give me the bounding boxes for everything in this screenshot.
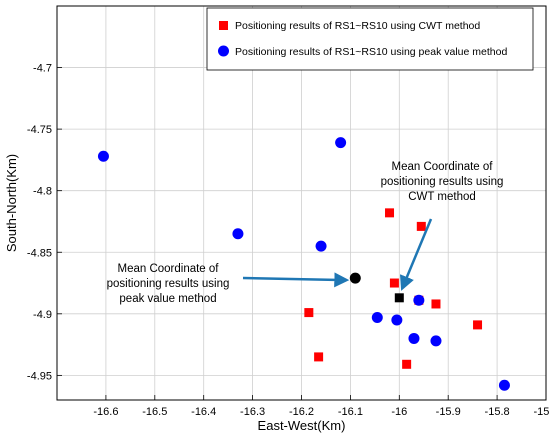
plot-frame [56,5,547,401]
cwt-point [389,278,399,288]
y-tick-label: -4.8 [33,186,52,198]
grid [57,6,547,400]
annotation-arrow [242,272,350,288]
legend-label-peak: Positioning results of RS1~RS10 using pe… [235,46,507,58]
cwt-point [385,208,395,218]
peak-point [232,228,244,240]
annotation-text-line: CWT method [408,191,476,203]
peak-point [408,332,420,344]
cwt-point [314,352,324,362]
x-tick-label: -16 [391,406,407,418]
data-markers [97,137,510,391]
annotation-text-line: peak value method [119,293,216,305]
x-tick-label: -15.8 [485,406,510,418]
x-tick-label: -16.5 [142,406,167,418]
legend-marker-peak [218,45,229,57]
y-tick-label: -4.75 [27,124,52,136]
x-axis-title: East-West(Km) [258,418,346,433]
x-tick-label: -16.1 [338,406,363,418]
peak-point [315,240,327,252]
cwt-point [402,359,412,369]
peak-point [371,312,383,324]
peak-point [413,294,425,306]
legend: Positioning results of RS1~RS10 using CW… [206,7,534,71]
tick-labels: -16.6 -16.5 -16.4 -16.3 -16.2 -16.1 -16 -15.9 -1… [27,63,550,418]
y-axis-title: South-North(Km) [4,154,19,252]
peak-point [391,314,403,326]
cwt-point [431,299,441,309]
x-tick-label: -16.2 [289,406,314,418]
y-tick-label: -4.9 [33,309,52,321]
x-tick-label: -15.9 [436,406,461,418]
y-tick-label: -4.95 [27,370,52,382]
cwt-point [416,221,426,231]
x-tick-label: -15.7 [533,406,550,418]
peak-point [430,335,442,347]
y-tick-label: -4.7 [33,63,52,75]
annotation-text-line: Mean Coordinate of [391,161,493,173]
x-tick-label: -16.4 [191,406,216,418]
annotation-text-line: positioning results using [381,176,504,188]
legend-box [206,7,534,71]
annotation-text-line: positioning results using [107,278,230,290]
peak-point [498,379,510,391]
x-tick-label: -16.6 [93,406,118,418]
annotation-text-line: Mean Coordinate of [117,263,219,275]
annotation-arrow [399,218,433,291]
y-tick-label: -4.85 [27,247,52,259]
peak-point [97,150,109,162]
peak-point [335,137,347,149]
x-tick-label: -16.3 [240,406,265,418]
cwt-point [473,320,483,330]
legend-label-cwt: Positioning results of RS1~RS10 using CW… [235,20,480,32]
peak-mean-point [349,272,361,284]
cwt-point [304,308,314,318]
legend-marker-cwt [219,21,228,30]
annotations: Mean Coordinate of positioning results us… [107,161,504,305]
cwt-mean-point [394,293,404,303]
